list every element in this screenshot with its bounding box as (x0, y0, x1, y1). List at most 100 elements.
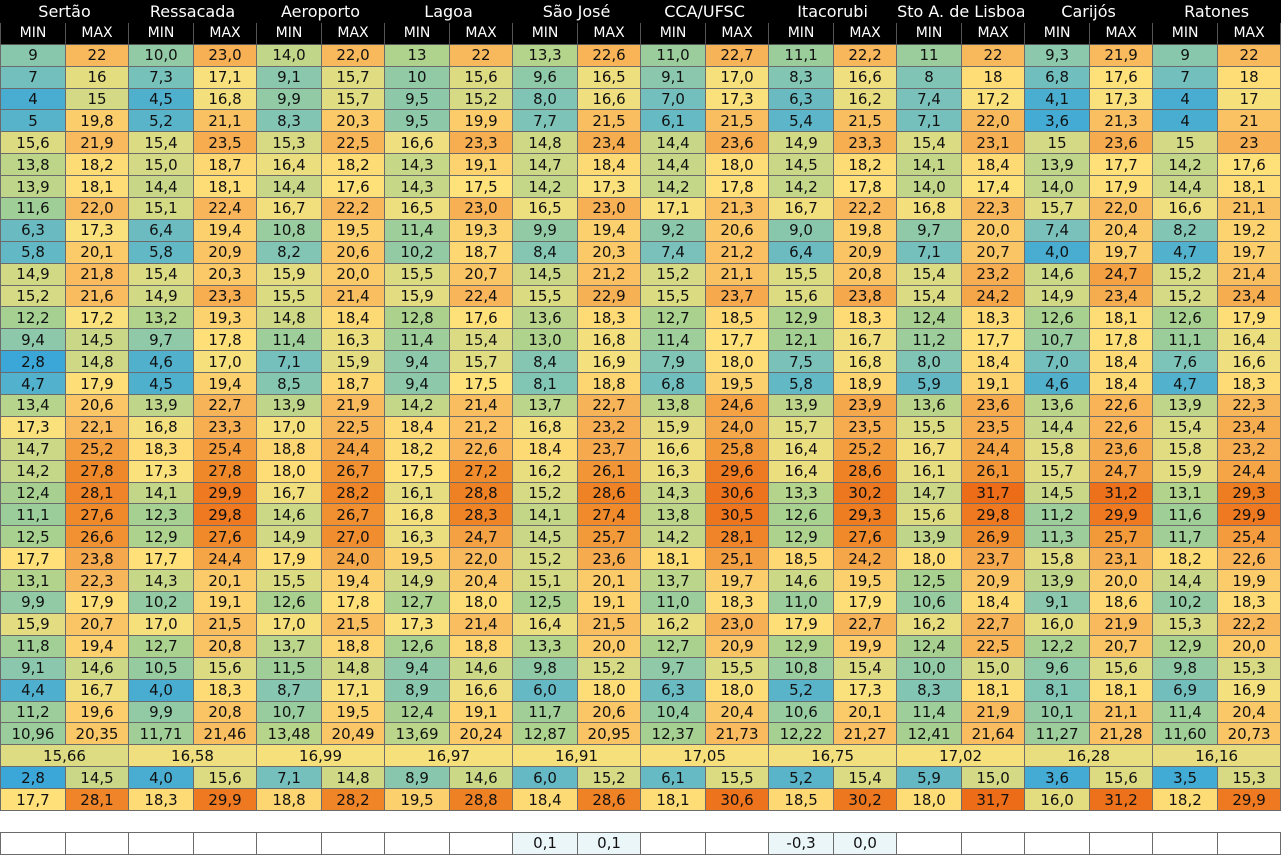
table-cell: 16,6 (1152, 197, 1219, 220)
table-cell: 22,0 (449, 547, 514, 571)
table-cell: 21,46 (193, 722, 258, 746)
table-cell: 15,9 (1152, 459, 1219, 483)
minmax-header-row: MIN MAX MIN MAX MIN MAX MIN MAX MIN MAX MIN MAX MIN M… (0, 21, 1281, 45)
table-cell: 17,2 (961, 87, 1026, 111)
table-cell: 22,0 (961, 109, 1026, 133)
table-cell: 14,6 (256, 503, 323, 527)
table-cell: 8,3 (896, 678, 963, 702)
table-cell: 20,8 (193, 634, 258, 658)
table-cell: 20,1 (64, 240, 130, 264)
table-cell: 28,6 (577, 481, 642, 505)
table-cell: 23,4 (577, 131, 642, 155)
table-cell: 22,9 (577, 284, 642, 308)
table-cell: 13,3 (768, 481, 835, 505)
table-cell: 21,4 (449, 394, 514, 417)
table-cell: 21,4 (1217, 262, 1281, 286)
table-cell: 12,4 (896, 634, 963, 658)
table-cell: 23,6 (577, 547, 642, 571)
table-cell: 22,0 (1089, 197, 1154, 220)
table-cell: 12,6 (256, 591, 323, 614)
table-cell: 22 (449, 43, 514, 67)
table-cell: 8,2 (1152, 218, 1219, 242)
table-cell: 9,6 (512, 65, 579, 89)
table-cell: 16,6 (640, 437, 707, 461)
table-cell: 15,6 (449, 65, 514, 89)
station-name: Sto A. de Lisboa (896, 0, 1026, 23)
table-cell: 18,4 (961, 350, 1026, 374)
table-cell: 14,5 (768, 153, 835, 177)
table-cell: 6,4 (768, 240, 835, 264)
table-cell: 24,0 (321, 547, 386, 571)
table-cell: 17 (1217, 87, 1281, 111)
min-header: MIN (384, 21, 451, 45)
table-cell: 10,0 (896, 656, 963, 680)
table-cell: 15 (1152, 131, 1219, 155)
station-name: São José (512, 0, 642, 23)
table-cell: 23,3 (833, 131, 898, 155)
table-cell: 14,0 (256, 43, 323, 67)
table-cell: 23,6 (1089, 437, 1154, 461)
table-cell: 23,3 (193, 415, 258, 439)
table-cell: 20,35 (64, 722, 130, 746)
empty-cell (1152, 809, 1218, 833)
difference-cell (705, 831, 770, 855)
max-header: MAX (961, 21, 1026, 45)
table-cell: 16,9 (577, 350, 642, 374)
table-cell: 10,8 (256, 218, 323, 242)
table-cell: 15,9 (384, 284, 451, 308)
min-header: MIN (896, 21, 963, 45)
table-cell: 21,4 (449, 612, 514, 636)
table-cell: 7 (1152, 65, 1219, 89)
table-cell: 28,3 (449, 503, 514, 527)
station-name: Carijós (1024, 0, 1154, 23)
table-cell: 4,7 (0, 372, 66, 396)
table-cell: 15,3 (256, 131, 323, 155)
minimum-cell: 15,2 (577, 766, 642, 790)
table-cell: 12,7 (640, 306, 707, 330)
minimum-cell: 7,1 (256, 766, 323, 790)
table-cell: 13,1 (0, 569, 66, 593)
table-cell: 18,4 (321, 306, 386, 330)
table-cell: 19,4 (193, 372, 258, 396)
table-cell: 6,3 (768, 87, 835, 111)
table-cell: 8,1 (512, 372, 579, 396)
table-cell: 24,2 (961, 284, 1026, 308)
table-cell: 22,6 (1217, 547, 1281, 571)
table-cell: 17,3 (1089, 87, 1154, 111)
table-cell: 11,60 (1152, 722, 1219, 746)
table-cell: 9,1 (0, 656, 66, 680)
table-cell: 12,7 (384, 591, 451, 614)
min-header: MIN (768, 21, 835, 45)
table-cell: 14,9 (384, 569, 451, 593)
minimum-cell: 3,5 (1152, 766, 1219, 790)
table-cell: 14,5 (1024, 481, 1091, 505)
table-cell: 24,4 (1217, 459, 1281, 483)
table-cell: 10,1 (1024, 700, 1091, 724)
table-cell: 28,6 (833, 459, 898, 483)
empty-cell (65, 809, 129, 833)
table-cell: 23,9 (833, 394, 898, 417)
maximum-cell: 18,4 (512, 788, 579, 811)
table-cell: 7,5 (768, 350, 835, 374)
table-cell: 21,1 (1217, 197, 1281, 220)
table-cell: 21,9 (961, 700, 1026, 724)
table-cell: 14,1 (512, 503, 579, 527)
table-cell: 18,1 (961, 678, 1026, 702)
table-cell: 22,5 (321, 131, 386, 155)
table-row: 13,1 22,3 14,3 20,1 15,5 19,4 14,9 20,4 15,1 20,1… (0, 569, 1281, 593)
table-row: 9,4 14,5 9,7 17,8 11,4 16,3 11,4 15,4 13,0 16,8 11… (0, 328, 1281, 352)
table-cell: 16,1 (384, 481, 451, 505)
table-cell: 24,7 (449, 525, 514, 549)
table-cell: 16,4 (1217, 328, 1281, 352)
table-cell: 11,2 (896, 328, 963, 352)
table-cell: 19,8 (833, 218, 898, 242)
table-cell: 9,3 (1024, 43, 1091, 67)
table-cell: 6,9 (1152, 678, 1219, 702)
table-cell: 22,6 (449, 437, 514, 461)
table-cell: 18,3 (705, 591, 770, 614)
table-cell: 12,9 (768, 306, 835, 330)
table-cell: 18,3 (193, 678, 258, 702)
table-cell: 22,1 (64, 415, 130, 439)
table-cell: 24,0 (705, 415, 770, 439)
table-cell: 3,6 (1024, 109, 1091, 133)
